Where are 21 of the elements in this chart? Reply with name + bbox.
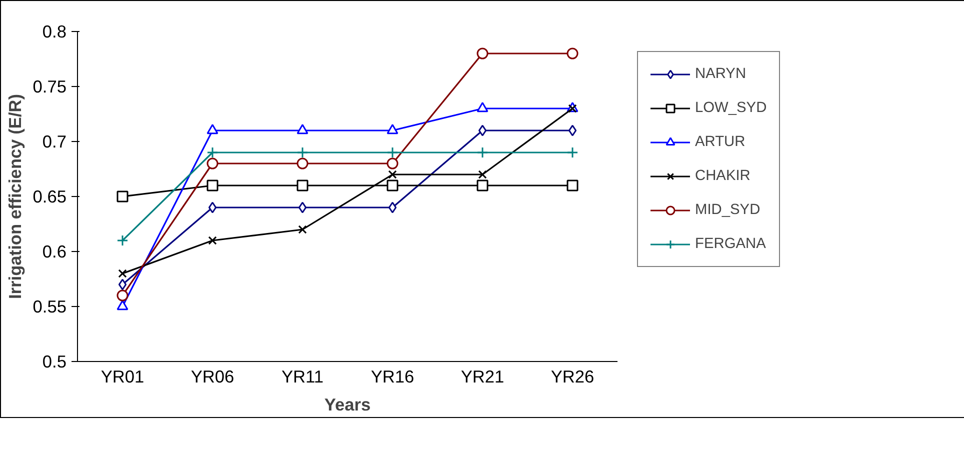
y-tick-label: 0.8: [42, 22, 67, 42]
x-tick-label: YR01: [100, 366, 144, 386]
x-axis-title: Years: [324, 394, 371, 414]
legend-label: MID_SYD: [695, 202, 760, 218]
y-tick-label: 0.5: [42, 352, 67, 372]
y-tick-label: 0.75: [32, 76, 67, 96]
y-axis-title: Irrigation efficiency (E/R): [4, 94, 25, 300]
y-tick-label: 0.65: [32, 186, 67, 206]
y-tick-label: 0.55: [32, 296, 67, 316]
legend-label: LOW_SYD: [695, 100, 767, 116]
y-tick-label: 0.7: [42, 132, 67, 152]
legend-label: NARYN: [695, 66, 746, 82]
x-tick-label: YR06: [190, 366, 234, 386]
x-tick-label: YR11: [281, 366, 324, 386]
legend-label: CHAKIR: [695, 168, 750, 184]
legend-label: FERGANA: [695, 236, 766, 252]
x-tick-label: YR16: [370, 366, 414, 386]
y-tick-label: 0.6: [42, 242, 67, 262]
x-tick-label: YR26: [550, 366, 594, 386]
x-tick-label: YR21: [460, 366, 504, 386]
legend-label: ARTUR: [695, 134, 746, 150]
